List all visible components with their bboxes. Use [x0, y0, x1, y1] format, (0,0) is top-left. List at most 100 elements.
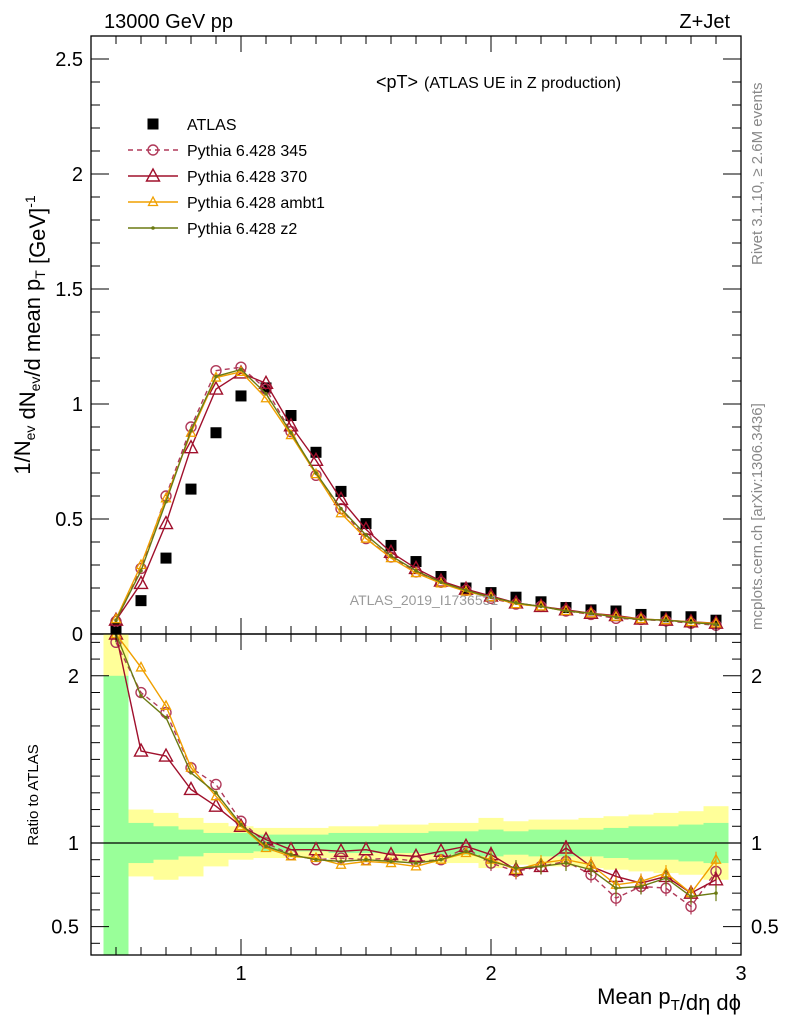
data-point	[308, 451, 324, 467]
data-point	[539, 604, 543, 609]
legend-marker	[147, 118, 159, 130]
data-point	[635, 612, 647, 624]
header-right: Z+Jet	[679, 11, 730, 33]
ratio-point	[160, 699, 172, 711]
legend-marker	[147, 144, 159, 156]
data-point	[464, 588, 468, 593]
series-line	[115, 366, 717, 626]
data-point	[160, 552, 172, 564]
data-point	[110, 612, 122, 624]
data-point	[185, 426, 197, 437]
data-point	[285, 428, 297, 440]
data-point	[460, 582, 472, 594]
y-tick-label: 0	[72, 624, 83, 646]
ratio-point	[714, 891, 718, 895]
ratio-point	[708, 871, 724, 886]
header-left: 13000 GeV pp	[104, 11, 233, 33]
data-point	[258, 374, 274, 389]
data-point	[310, 467, 322, 479]
ratio-point	[135, 661, 147, 672]
data-point	[364, 533, 368, 537]
ratio-point	[358, 841, 374, 856]
ratio-point	[710, 853, 722, 864]
ratio-point	[639, 884, 643, 889]
legend-entry: Pythia 6.428 370	[128, 167, 307, 186]
data-point	[685, 615, 697, 627]
y-tick-label: 1	[72, 394, 83, 416]
data-point	[564, 609, 568, 613]
data-point	[714, 622, 718, 627]
data-point	[658, 611, 674, 626]
data-point	[639, 617, 643, 622]
ratio-y-axis-label: Ratio to ATLAS	[25, 744, 42, 845]
ratio-point	[210, 778, 222, 791]
ratio-point	[208, 797, 224, 812]
ratio-point	[433, 842, 449, 858]
data-point	[135, 595, 147, 607]
legend-label: Pythia 6.428 345	[187, 143, 307, 160]
rivet-label: Rivet 3.1.10, ≥ 2.6M events	[749, 83, 766, 266]
ratio-point	[385, 856, 397, 868]
data-point	[164, 499, 168, 504]
ratio-y-tick-label: 0.5	[51, 917, 79, 939]
ratio-point	[233, 817, 249, 832]
ratio-point	[264, 844, 268, 849]
ratio-point	[689, 894, 693, 899]
legend-marker	[145, 167, 161, 182]
data-point	[210, 427, 222, 439]
series-4	[114, 367, 718, 627]
data-point	[439, 580, 443, 585]
data-point	[214, 374, 218, 379]
ratio-point	[189, 770, 193, 775]
series-2	[108, 364, 724, 629]
legend-entry: Pythia 6.428 z2	[128, 221, 297, 238]
data-point	[414, 568, 418, 573]
series-line	[115, 372, 717, 624]
data-point	[458, 580, 474, 595]
legend-label: Pythia 6.428 370	[187, 169, 307, 186]
x-tick-label: 3	[735, 963, 746, 985]
ratio-point	[410, 860, 422, 871]
data-point	[589, 611, 593, 616]
main-y-axis-label: 1/Nev dNev/d mean pT [GeV]-1	[10, 195, 50, 475]
ratio-point	[564, 861, 568, 865]
y-tick-label: 2.5	[55, 49, 83, 71]
ratio-point	[308, 841, 324, 856]
ratio-point	[339, 859, 343, 864]
ratio-y-tick-label: 2	[68, 666, 79, 688]
data-point	[185, 483, 197, 495]
x-tick-label: 1	[235, 963, 246, 985]
data-point	[389, 554, 393, 558]
data-point	[514, 601, 518, 605]
data-point	[183, 439, 199, 454]
ratio-series-3	[114, 634, 718, 905]
data-point	[239, 367, 243, 372]
x-axis-label: Mean pT/dη dϕ	[597, 984, 741, 1015]
main-panel: 0 0.5 1 1.5 2 2.5 <pT> (ATLAS UE in Z product…	[10, 35, 742, 646]
ratio-point	[335, 858, 347, 869]
ratio-plot-area	[91, 634, 741, 955]
y-tick-label: 1.5	[55, 279, 83, 301]
ratio-point	[164, 715, 168, 720]
legend-entry: Pythia 6.428 ambt1	[128, 195, 325, 212]
legend-marker	[151, 226, 155, 230]
series-line	[115, 371, 717, 625]
data-point	[333, 490, 349, 506]
data-point	[664, 618, 668, 622]
data-point	[208, 380, 224, 395]
ratio-panel: 1 2 3 0.5 0.5 1 1 2 2 Ratio to ATLAS Mean pT/dη …	[25, 633, 779, 1015]
data-point	[489, 595, 493, 599]
data-point	[189, 428, 193, 433]
data-point	[560, 602, 572, 614]
data-point	[139, 568, 143, 573]
data-point	[114, 618, 118, 622]
ratio-y-tick-label-right: 1	[751, 833, 762, 855]
data-point	[610, 610, 622, 621]
data-point	[158, 515, 174, 530]
ratio-point	[464, 849, 468, 854]
ratio-point	[414, 861, 418, 865]
watermark: ATLAS_2019_I1736531	[350, 592, 499, 608]
data-point	[660, 611, 672, 623]
ratio-point	[139, 694, 143, 698]
